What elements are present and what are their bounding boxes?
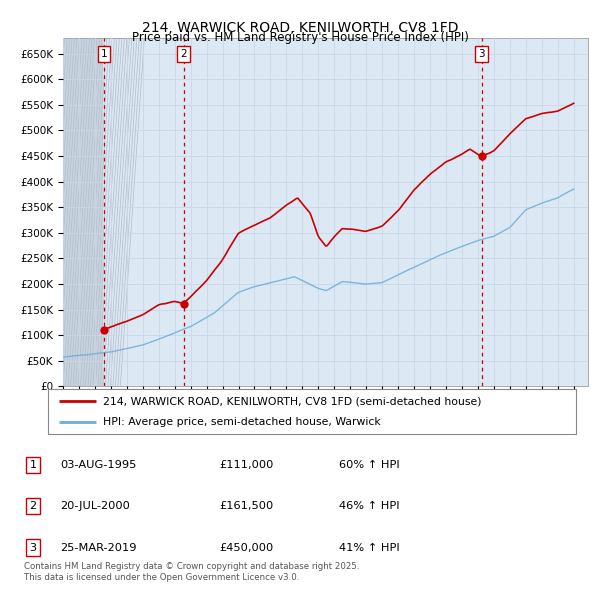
Text: 46% ↑ HPI: 46% ↑ HPI — [339, 502, 400, 511]
Text: 20-JUL-2000: 20-JUL-2000 — [60, 502, 130, 511]
Text: 2: 2 — [180, 49, 187, 59]
Text: HPI: Average price, semi-detached house, Warwick: HPI: Average price, semi-detached house,… — [103, 417, 381, 427]
FancyBboxPatch shape — [48, 389, 576, 434]
Text: 60% ↑ HPI: 60% ↑ HPI — [339, 460, 400, 470]
Text: 1: 1 — [29, 460, 37, 470]
Text: 3: 3 — [29, 543, 37, 552]
Text: Contains HM Land Registry data © Crown copyright and database right 2025.
This d: Contains HM Land Registry data © Crown c… — [24, 562, 359, 582]
Text: 03-AUG-1995: 03-AUG-1995 — [60, 460, 136, 470]
Text: 41% ↑ HPI: 41% ↑ HPI — [339, 543, 400, 552]
Text: 1: 1 — [101, 49, 107, 59]
Text: £161,500: £161,500 — [219, 502, 273, 511]
Text: 214, WARWICK ROAD, KENILWORTH, CV8 1FD (semi-detached house): 214, WARWICK ROAD, KENILWORTH, CV8 1FD (… — [103, 396, 482, 407]
Text: £450,000: £450,000 — [219, 543, 273, 552]
Text: 25-MAR-2019: 25-MAR-2019 — [60, 543, 137, 552]
Bar — [63, 38, 103, 386]
Text: 2: 2 — [29, 502, 37, 511]
Text: 214, WARWICK ROAD, KENILWORTH, CV8 1FD: 214, WARWICK ROAD, KENILWORTH, CV8 1FD — [142, 21, 458, 35]
Text: £111,000: £111,000 — [219, 460, 274, 470]
Text: 3: 3 — [478, 49, 485, 59]
Text: Price paid vs. HM Land Registry's House Price Index (HPI): Price paid vs. HM Land Registry's House … — [131, 31, 469, 44]
